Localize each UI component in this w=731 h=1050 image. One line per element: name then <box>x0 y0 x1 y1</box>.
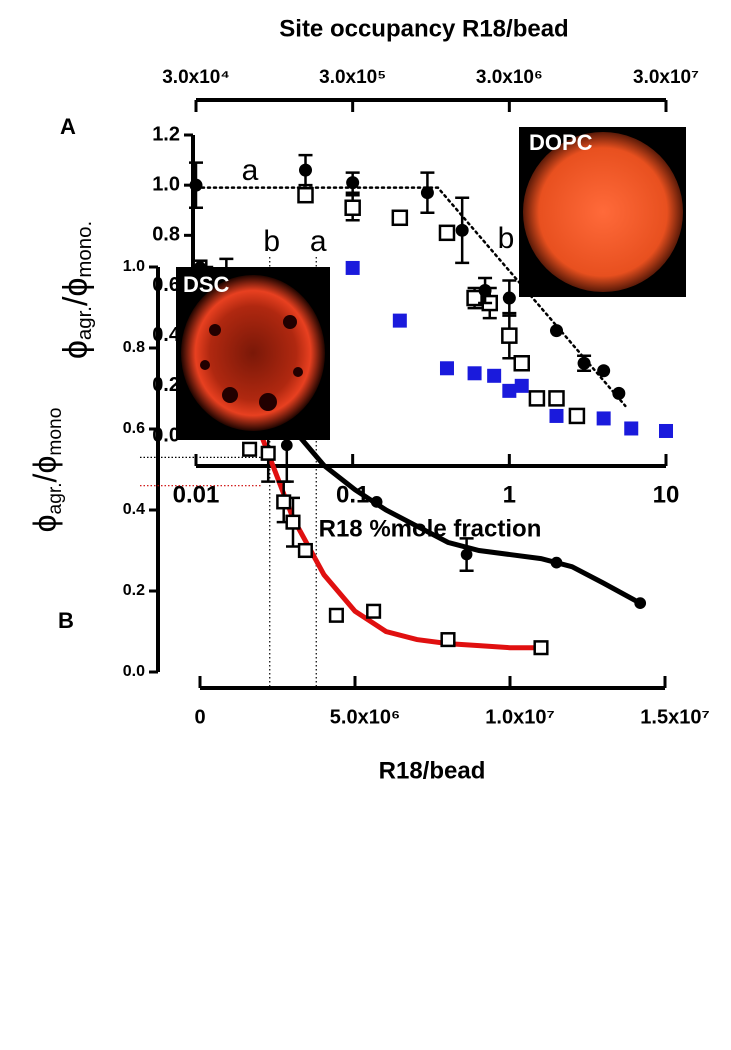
point <box>297 186 314 204</box>
inset-label: DSC <box>183 272 230 297</box>
point <box>550 556 563 569</box>
x-tick-label: 10 <box>653 481 680 508</box>
point <box>502 383 517 398</box>
y-axis-label-part: mono. <box>74 221 96 278</box>
point <box>596 411 611 426</box>
y-tick-label: 0.2 <box>123 582 145 599</box>
point <box>420 186 434 200</box>
point <box>370 496 383 508</box>
point <box>328 607 344 623</box>
y-tick-label: 0.4 <box>123 501 145 518</box>
point <box>285 514 301 530</box>
x2-axis-label: Site occupancy R18/bead <box>279 15 568 42</box>
point <box>549 324 563 338</box>
point <box>299 163 313 177</box>
y-tick-label: 1.2 <box>152 123 180 145</box>
annotation: b <box>498 222 515 255</box>
y-axis-label-part: /ϕ <box>27 456 63 483</box>
point <box>344 199 361 216</box>
x-tick-label: 0 <box>194 706 205 728</box>
annotation: a <box>242 154 259 187</box>
point <box>440 632 456 648</box>
y-axis-label: ϕagr./ϕmono <box>27 408 66 533</box>
point <box>612 386 626 400</box>
point <box>577 356 591 370</box>
point <box>549 408 564 423</box>
point <box>345 260 360 275</box>
point <box>514 378 529 393</box>
y-axis-label-part: ϕ <box>27 514 63 532</box>
x-axis-label: R18 %mole fraction <box>319 515 542 542</box>
point <box>242 441 258 457</box>
point <box>528 390 546 407</box>
point <box>280 439 293 452</box>
y-axis-label-part: ϕ <box>57 340 95 359</box>
y-tick-label: 1.0 <box>152 173 180 195</box>
point <box>455 223 469 237</box>
point <box>478 284 492 298</box>
x2-tick-label: 3.0x10⁴ <box>162 67 230 88</box>
point <box>260 445 276 461</box>
point <box>392 313 407 328</box>
point <box>460 548 473 561</box>
point <box>659 423 673 438</box>
point <box>439 361 454 376</box>
point <box>346 176 360 190</box>
point <box>501 327 518 344</box>
x2-tick-label: 3.0x10⁶ <box>476 67 543 88</box>
y-tick-label: 0.0 <box>123 663 145 680</box>
y-axis-label-part: agr. <box>74 306 96 340</box>
point <box>189 178 203 192</box>
point <box>391 209 409 227</box>
inset-dopc <box>519 127 686 297</box>
x2-tick-label: 3.0x10⁵ <box>319 67 386 88</box>
panel-label: B <box>58 608 74 633</box>
point <box>548 390 565 407</box>
x-tick-label: 5.0x10⁶ <box>330 706 400 728</box>
y-axis-label-part: agr. <box>45 482 66 514</box>
point <box>513 355 530 372</box>
x2-tick-label: 3.0x10⁷ <box>633 67 699 88</box>
x-tick-label: 1.5x10⁷ <box>640 706 709 728</box>
y-axis-label-part: /ϕ <box>57 278 95 307</box>
x-axis-label: R18/bead <box>379 757 486 784</box>
point <box>624 421 639 436</box>
point <box>467 366 482 381</box>
point <box>276 494 292 510</box>
point <box>634 597 647 610</box>
point <box>502 291 516 305</box>
point <box>438 224 456 242</box>
reference-label: b <box>263 225 280 258</box>
point <box>533 640 549 656</box>
y-tick-label: 1.0 <box>123 258 145 275</box>
x-tick-label: 1 <box>503 481 516 508</box>
y-axis-label: ϕagr./ϕmono. <box>57 221 96 359</box>
point <box>597 364 611 378</box>
y-axis-label-part: mono <box>45 408 66 456</box>
inset-label: DOPC <box>529 130 593 155</box>
panel-label: A <box>60 114 76 139</box>
fit-line <box>194 186 627 408</box>
y-tick-label: 0.8 <box>152 224 180 246</box>
reference-label: a <box>310 225 327 258</box>
x-tick-label: 1.0x10⁷ <box>485 706 554 728</box>
point <box>366 603 382 619</box>
inset-dsc <box>176 267 330 440</box>
point <box>487 368 502 383</box>
y-tick-label: 0.8 <box>123 339 145 356</box>
y-tick-label: 0.6 <box>123 420 145 437</box>
point <box>568 407 586 425</box>
point <box>297 542 313 559</box>
